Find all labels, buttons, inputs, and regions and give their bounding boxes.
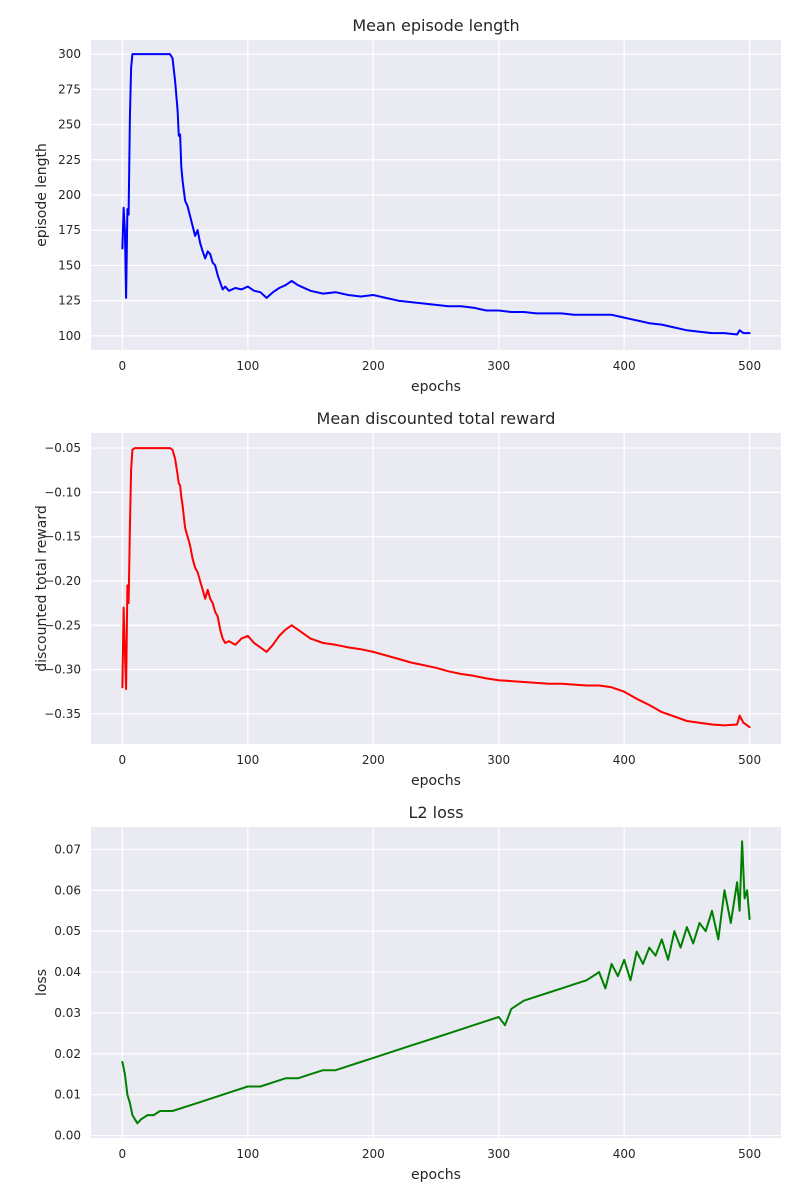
chart-1-x-tick-label-4: 400 (613, 753, 636, 767)
chart-1: 0 100 200 300 400 500 −0.35 −0.30 −0.25 −0.20 −0.1… (34, 409, 781, 789)
chart-2-x-tick-label-2: 200 (362, 1147, 385, 1161)
chart-1-y-tick-label-4: −0.15 (44, 530, 81, 544)
chart-0-y-tick-label-6: 250 (58, 118, 81, 132)
chart-0-y-tick-label-3: 175 (58, 223, 81, 237)
chart-1-y-tick-label-3: −0.20 (44, 574, 81, 588)
chart-2-title: L2 loss (408, 803, 463, 822)
chart-2-x-tick-label-0: 0 (119, 1147, 127, 1161)
chart-2-y-tick-label-7: 0.07 (54, 842, 81, 856)
chart-2-y-tick-label-4: 0.04 (54, 965, 81, 979)
chart-1-x-tick-label-3: 300 (487, 753, 510, 767)
chart-1-plot-area (91, 433, 781, 744)
chart-1-title: Mean discounted total reward (317, 409, 556, 428)
chart-2-y-tick-label-5: 0.05 (54, 924, 81, 938)
chart-0-x-tick-label-0: 0 (119, 359, 127, 373)
chart-0-y-tick-label-4: 200 (58, 188, 81, 202)
chart-0-y-tick-label-2: 150 (58, 258, 81, 272)
chart-2-y-tick-label-2: 0.02 (54, 1047, 81, 1061)
chart-0-x-tick-label-4: 400 (613, 359, 636, 373)
chart-0: 0 100 200 300 400 500 100 125 150 175 200 225 250 275… (34, 16, 781, 395)
chart-0-x-tick-label-1: 100 (236, 359, 259, 373)
chart-2-y-tick-label-6: 0.06 (54, 883, 81, 897)
chart-1-x-axis-label: epochs (411, 773, 461, 789)
chart-2-x-tick-label-3: 300 (487, 1147, 510, 1161)
chart-0-y-tick-label-1: 125 (58, 294, 81, 308)
chart-1-x-tick-label-1: 100 (236, 753, 259, 767)
chart-0-x-tick-label-2: 200 (362, 359, 385, 373)
chart-0-x-tick-label-5: 500 (738, 359, 761, 373)
chart-2-y-tick-label-1: 0.01 (54, 1088, 81, 1102)
chart-2-plot-area (91, 827, 781, 1138)
chart-2-y-axis-label: loss (34, 969, 50, 996)
chart-2-x-tick-label-1: 100 (236, 1147, 259, 1161)
chart-1-y-tick-label-6: −0.05 (44, 441, 81, 455)
chart-1-y-tick-label-2: −0.25 (44, 618, 81, 632)
chart-1-y-axis-label: discounted total reward (34, 505, 50, 671)
chart-2: 0 100 200 300 400 500 0.00 0.01 0.02 0.03 0.04 0.05… (34, 803, 781, 1183)
chart-0-y-tick-label-0: 100 (58, 329, 81, 343)
chart-1-y-tick-label-5: −0.10 (44, 485, 81, 499)
chart-0-title: Mean episode length (352, 16, 519, 35)
chart-1-x-tick-label-2: 200 (362, 753, 385, 767)
chart-2-series-line-0 (121, 840, 751, 1125)
chart-0-series-line-0 (121, 53, 751, 336)
chart-1-x-tick-label-0: 0 (119, 753, 127, 767)
chart-2-x-axis-label: epochs (411, 1167, 461, 1183)
chart-0-y-tick-label-7: 275 (58, 82, 81, 96)
chart-2-y-tick-label-0: 0.00 (54, 1129, 81, 1143)
chart-0-y-tick-label-5: 225 (58, 153, 81, 167)
chart-0-y-tick-label-8: 300 (58, 47, 81, 61)
chart-1-series-line-0 (121, 447, 751, 729)
chart-2-y-tick-label-3: 0.03 (54, 1006, 81, 1020)
chart-2-x-tick-label-4: 400 (613, 1147, 636, 1161)
chart-0-x-tick-label-3: 300 (487, 359, 510, 373)
chart-0-x-axis-label: epochs (411, 379, 461, 395)
chart-1-y-tick-label-0: −0.35 (44, 707, 81, 721)
chart-0-y-axis-label: episode length (34, 143, 50, 247)
chart-1-y-tick-label-1: −0.30 (44, 663, 81, 677)
chart-2-x-tick-label-5: 500 (738, 1147, 761, 1161)
chart-1-x-tick-label-5: 500 (738, 753, 761, 767)
